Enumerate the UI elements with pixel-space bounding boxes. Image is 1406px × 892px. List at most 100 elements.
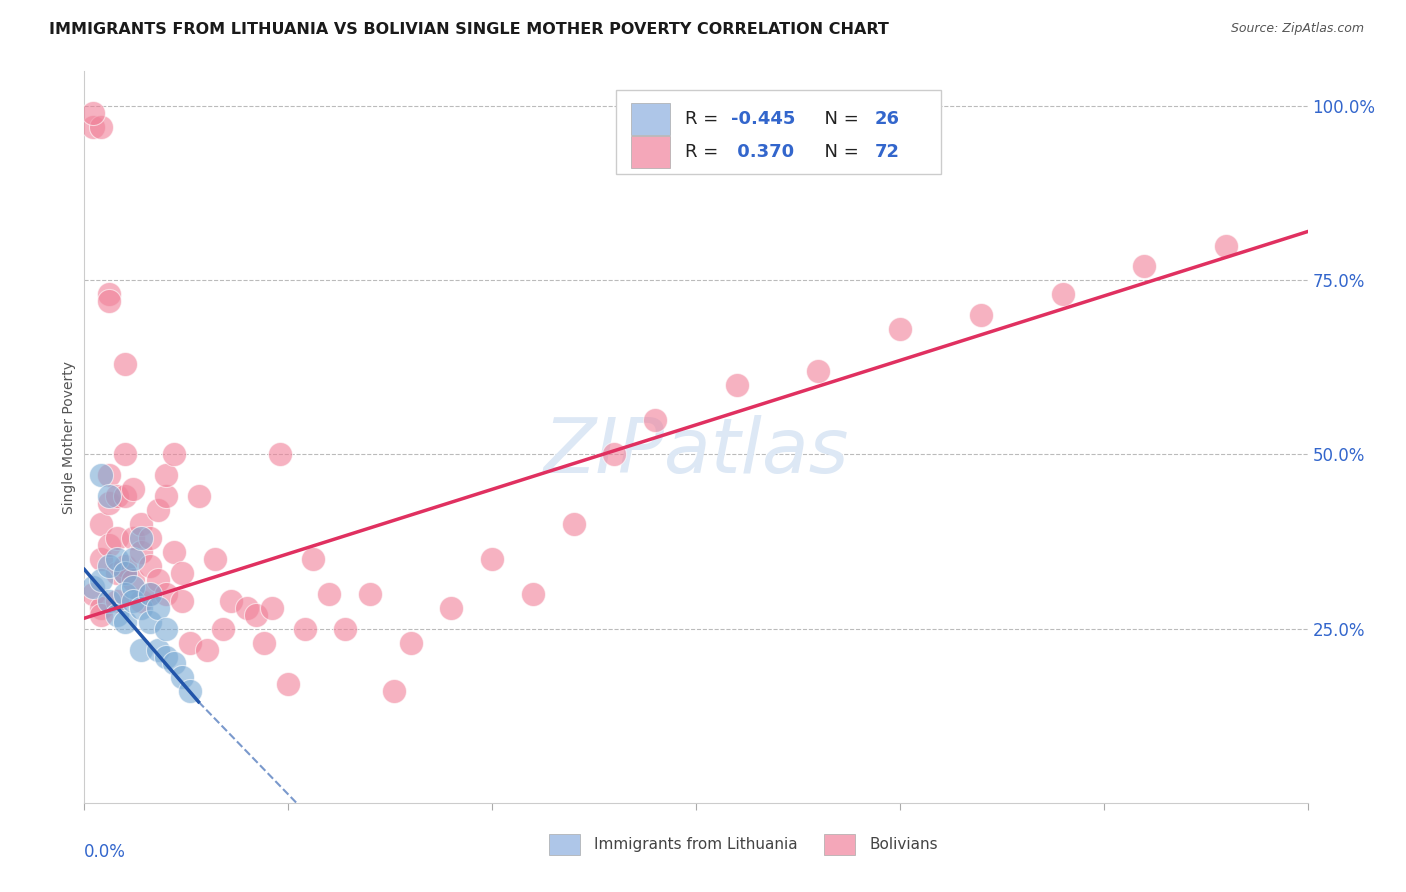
- Point: [114, 566, 136, 580]
- Point: [97, 489, 120, 503]
- Point: [318, 587, 340, 601]
- Point: [1215, 238, 1237, 252]
- Point: [90, 607, 112, 622]
- Point: [807, 364, 830, 378]
- Point: [212, 622, 235, 636]
- Text: ZIPatlas: ZIPatlas: [543, 415, 849, 489]
- Y-axis label: Single Mother Poverty: Single Mother Poverty: [62, 360, 76, 514]
- Point: [163, 545, 186, 559]
- Point: [105, 489, 128, 503]
- Point: [90, 573, 112, 587]
- Point: [131, 517, 153, 532]
- Point: [131, 531, 153, 545]
- Point: [562, 517, 585, 532]
- Point: [725, 377, 748, 392]
- Text: 0.0%: 0.0%: [84, 843, 127, 861]
- Point: [359, 587, 381, 601]
- Point: [146, 503, 169, 517]
- Point: [163, 657, 186, 671]
- Point: [301, 552, 323, 566]
- Point: [138, 615, 160, 629]
- FancyBboxPatch shape: [631, 136, 671, 168]
- Point: [82, 120, 104, 134]
- Point: [245, 607, 267, 622]
- Point: [146, 600, 169, 615]
- Point: [114, 615, 136, 629]
- Text: IMMIGRANTS FROM LITHUANIA VS BOLIVIAN SINGLE MOTHER POVERTY CORRELATION CHART: IMMIGRANTS FROM LITHUANIA VS BOLIVIAN SI…: [49, 22, 889, 37]
- Point: [269, 448, 291, 462]
- FancyBboxPatch shape: [631, 103, 671, 135]
- Point: [236, 600, 259, 615]
- Point: [146, 642, 169, 657]
- Point: [122, 531, 145, 545]
- Point: [644, 412, 666, 426]
- Text: 72: 72: [875, 143, 900, 161]
- Point: [105, 552, 128, 566]
- Point: [970, 308, 993, 322]
- FancyBboxPatch shape: [616, 90, 941, 174]
- Point: [195, 642, 218, 657]
- Point: [219, 594, 242, 608]
- Point: [97, 287, 120, 301]
- Point: [122, 594, 145, 608]
- Point: [97, 538, 120, 552]
- Point: [114, 489, 136, 503]
- Point: [138, 558, 160, 573]
- Point: [1052, 287, 1074, 301]
- Point: [97, 496, 120, 510]
- Point: [105, 531, 128, 545]
- Text: Source: ZipAtlas.com: Source: ZipAtlas.com: [1230, 22, 1364, 36]
- Point: [105, 607, 128, 622]
- Point: [114, 566, 136, 580]
- Text: Immigrants from Lithuania: Immigrants from Lithuania: [595, 837, 799, 852]
- Point: [889, 322, 911, 336]
- Point: [97, 594, 120, 608]
- Point: [97, 294, 120, 309]
- Point: [179, 684, 201, 698]
- Point: [277, 677, 299, 691]
- Point: [440, 600, 463, 615]
- Point: [82, 106, 104, 120]
- Point: [114, 357, 136, 371]
- Point: [122, 573, 145, 587]
- Point: [146, 573, 169, 587]
- Point: [122, 483, 145, 497]
- Point: [335, 622, 357, 636]
- Point: [603, 448, 626, 462]
- Point: [138, 587, 160, 601]
- Text: R =: R =: [685, 110, 724, 128]
- Point: [90, 600, 112, 615]
- Point: [172, 594, 194, 608]
- Text: 26: 26: [875, 110, 900, 128]
- Point: [522, 587, 544, 601]
- Point: [155, 489, 177, 503]
- Text: N =: N =: [814, 143, 865, 161]
- Point: [155, 468, 177, 483]
- Point: [90, 120, 112, 134]
- Point: [382, 684, 405, 698]
- Point: [105, 566, 128, 580]
- Point: [97, 468, 120, 483]
- Point: [172, 566, 194, 580]
- Point: [82, 587, 104, 601]
- Text: N =: N =: [814, 110, 865, 128]
- Point: [122, 580, 145, 594]
- FancyBboxPatch shape: [550, 833, 579, 855]
- Text: Bolivians: Bolivians: [870, 837, 938, 852]
- Point: [90, 517, 112, 532]
- Point: [260, 600, 283, 615]
- Text: -0.445: -0.445: [731, 110, 796, 128]
- Point: [294, 622, 316, 636]
- Point: [1133, 260, 1156, 274]
- FancyBboxPatch shape: [824, 833, 855, 855]
- Point: [90, 468, 112, 483]
- Point: [90, 552, 112, 566]
- Point: [114, 558, 136, 573]
- Point: [131, 545, 153, 559]
- Point: [163, 448, 186, 462]
- Point: [155, 622, 177, 636]
- Point: [138, 587, 160, 601]
- Point: [131, 594, 153, 608]
- Point: [155, 649, 177, 664]
- Point: [131, 600, 153, 615]
